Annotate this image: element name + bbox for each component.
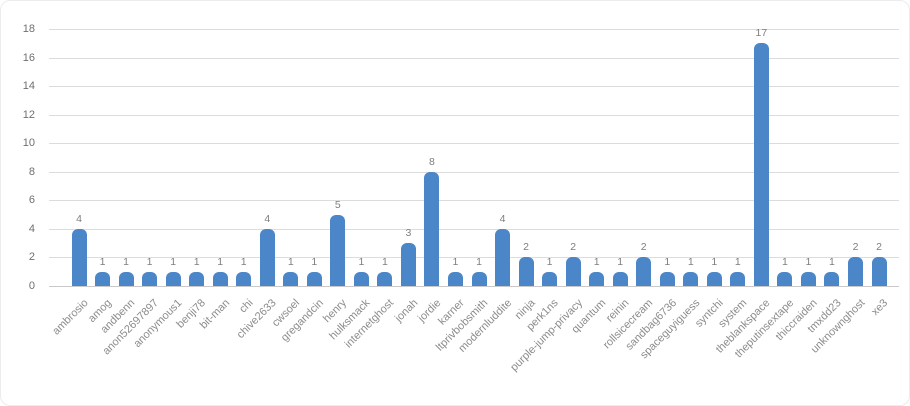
bar-value-label: 1 [687, 255, 694, 268]
bar [95, 271, 111, 286]
bar-value-label: 1 [381, 255, 388, 268]
bar-value-label: 1 [358, 255, 365, 268]
gridline [49, 57, 899, 59]
bar-value-label: 1 [664, 255, 671, 268]
bar-value-label: 1 [734, 255, 741, 268]
bar [306, 271, 322, 286]
bar [118, 271, 134, 286]
bar-value-label: 4 [264, 212, 271, 225]
bar-value-label: 1 [217, 255, 224, 268]
y-axis-tick-label: 14 [22, 80, 35, 93]
bar-value-label: 4 [499, 212, 506, 225]
bar [518, 257, 534, 286]
bar [730, 271, 746, 286]
bar [847, 257, 863, 286]
bar-value-label: 2 [876, 241, 882, 254]
bar-value-label: 1 [452, 255, 459, 268]
y-axis-tick-label: 8 [28, 165, 35, 178]
x-axis-category-label: chi [236, 297, 256, 316]
x-axis-category-label: ambrosio [50, 297, 91, 338]
y-axis-tick-label: 12 [22, 108, 35, 121]
bar [400, 243, 416, 286]
bar-value-label: 1 [617, 255, 624, 268]
bar [824, 271, 840, 286]
bar-value-label: 4 [76, 212, 82, 225]
bar [212, 271, 228, 286]
bar [636, 257, 652, 286]
bar-value-label: 1 [476, 255, 482, 268]
bar-value-label: 17 [755, 27, 768, 40]
bar [447, 271, 463, 286]
bar-value-label: 2 [570, 241, 577, 254]
gridline [49, 114, 899, 116]
gridline [49, 86, 899, 88]
bar [495, 228, 511, 286]
bar [283, 271, 299, 286]
bar-value-label: 1 [593, 255, 600, 268]
bar [871, 257, 887, 286]
y-axis-tick-label: 16 [22, 51, 35, 64]
bar [424, 171, 440, 286]
bar [683, 271, 699, 286]
bar-value-label: 5 [334, 198, 341, 211]
y-axis-tick-label: 4 [28, 222, 35, 235]
bar [659, 271, 675, 286]
bar [777, 271, 793, 286]
bar-value-label: 2 [852, 241, 859, 254]
bar-value-label: 1 [170, 255, 177, 268]
gridline [49, 29, 899, 30]
gridline [49, 200, 899, 202]
bar [589, 271, 605, 286]
bar-value-label: 1 [123, 255, 129, 268]
bar-value-label: 1 [546, 255, 553, 268]
bar-value-label: 1 [781, 255, 788, 268]
y-axis-tick-label: 6 [28, 194, 35, 207]
y-axis-tick-label: 0 [28, 280, 35, 292]
bar [353, 271, 369, 286]
bar-value-label: 1 [193, 255, 200, 268]
gridline [49, 228, 899, 230]
bar-value-label: 1 [829, 255, 835, 268]
bar [753, 43, 769, 286]
gridline [49, 171, 899, 173]
bar [236, 271, 252, 286]
bar [706, 271, 722, 286]
bar [377, 271, 393, 286]
bar [800, 271, 816, 286]
y-axis-tick-label: 18 [22, 23, 35, 35]
bar [330, 214, 346, 286]
bar [165, 271, 181, 286]
bar [565, 257, 581, 286]
bar-value-label: 1 [805, 255, 812, 268]
bar-value-label: 2 [523, 241, 529, 254]
bar [259, 228, 275, 286]
bar [189, 271, 205, 286]
y-axis-tick-label: 10 [22, 137, 35, 150]
bar [471, 271, 487, 286]
bar [142, 271, 158, 286]
bar [542, 271, 558, 286]
bar-value-label: 1 [287, 255, 294, 268]
x-axis-line [49, 286, 899, 287]
bar-value-label: 1 [99, 255, 106, 268]
bar-value-label: 8 [429, 155, 435, 168]
bar-value-label: 1 [146, 255, 153, 268]
bar-value-label: 2 [640, 241, 647, 254]
y-axis-tick-label: 2 [28, 251, 35, 264]
bar-value-label: 1 [240, 255, 247, 268]
bar-value-label: 1 [311, 255, 318, 268]
x-axis-category-label: xe3 [869, 297, 891, 319]
gridline [49, 143, 899, 145]
bar [612, 271, 628, 286]
bar-value-label: 3 [405, 227, 412, 240]
x-axis-category-label: jonah [392, 297, 420, 325]
bar [71, 228, 87, 286]
bar-value-label: 1 [711, 255, 718, 268]
gridline [49, 257, 899, 259]
